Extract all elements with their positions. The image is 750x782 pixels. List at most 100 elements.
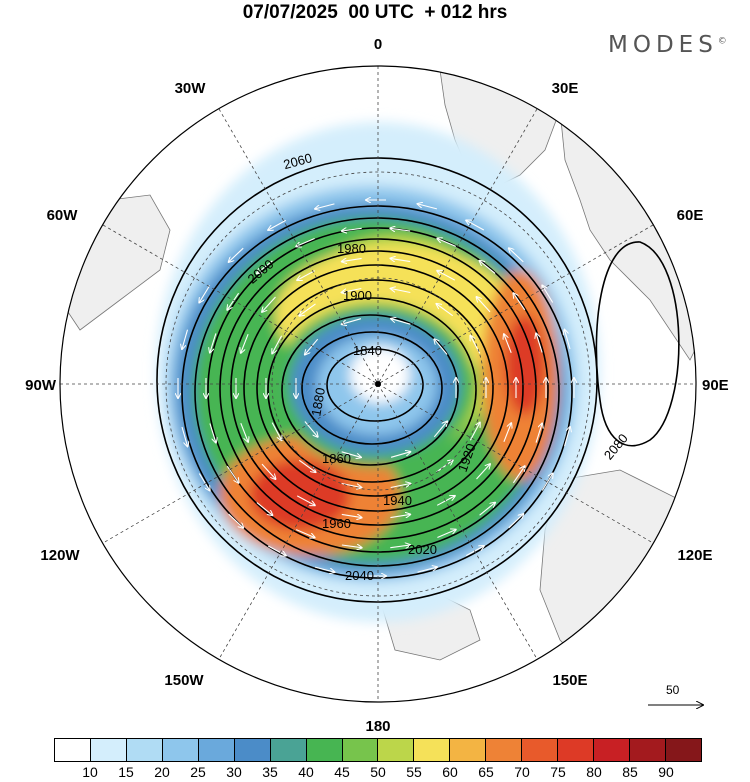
wind-arrow (513, 293, 526, 311)
colorbar-cell (306, 739, 343, 761)
contour-label-2020: 2020 (408, 542, 437, 557)
colorbar-cell (630, 739, 666, 761)
wind-arrow (436, 460, 453, 473)
colorbar (54, 738, 702, 762)
contour-1920 (256, 279, 494, 497)
meridian-60w-120e (102, 224, 654, 544)
brand-logo: MODES© (608, 32, 727, 58)
lon-label-60w: 60W (47, 207, 79, 224)
contour-1880 (281, 314, 459, 466)
wind-arrow (341, 514, 362, 517)
wind-arrow (436, 496, 455, 506)
contour-2080 (595, 241, 680, 447)
colorbar-label: 25 (190, 764, 206, 780)
colorbar-cell (665, 739, 701, 761)
contour-label-1840: 1840 (353, 343, 382, 358)
contour-1960 (230, 250, 524, 526)
wind-arrow (198, 473, 209, 491)
contour-label-1900: 1900 (343, 288, 372, 303)
wind-arrow (261, 463, 276, 479)
wind-arrow (479, 503, 496, 516)
colorbar-cell (90, 739, 127, 761)
wind-arrow (315, 203, 335, 209)
colorbar-cell (486, 739, 523, 761)
wind-arrow (342, 287, 362, 293)
contour-1940 (243, 264, 509, 512)
wind-arrow (466, 220, 485, 231)
contour-label-1880: 1880 (308, 386, 328, 417)
wind-arrow (341, 545, 362, 548)
wind-arrow (418, 204, 438, 210)
wind-arrow (390, 514, 410, 517)
colorbar-cell (234, 739, 271, 761)
wind-arrow (228, 513, 244, 528)
colorbar-cell (198, 739, 235, 761)
lon-label-30w: 30W (175, 80, 207, 97)
wind-arrow (271, 422, 281, 441)
colorbar-cell (558, 739, 595, 761)
colorbar-cell (162, 739, 199, 761)
colorbar-cell (450, 739, 487, 761)
colorbar-label: 30 (226, 764, 242, 780)
colorbar-cell (126, 739, 163, 761)
wind-arrow (304, 421, 318, 437)
colorbar-cell (378, 739, 415, 761)
contour-label-2060: 2060 (282, 150, 314, 172)
wind-arrow (437, 239, 457, 247)
colorbar-label: 90 (658, 764, 674, 780)
reference-vector-label: 50 (666, 683, 680, 697)
wind-arrow (297, 270, 316, 280)
wind-arrow (476, 464, 491, 480)
colorbar-label: 55 (406, 764, 422, 780)
wind-arrow (268, 219, 287, 230)
contour-label-1960: 1960 (322, 516, 351, 531)
lon-label-150w: 150W (164, 672, 204, 689)
colorbar-label: 80 (586, 764, 602, 780)
contour-1900 (267, 297, 477, 483)
contour-label-1980: 1980 (337, 241, 366, 256)
colorbar-cell (55, 739, 91, 761)
wind-arrow (390, 545, 410, 548)
wind-arrows (178, 200, 574, 576)
wind-arrow (240, 422, 248, 442)
colorbar-label: 50 (370, 764, 386, 780)
meridian-30e-150w (218, 108, 538, 660)
contour-2020 (194, 217, 560, 567)
wind-arrow (209, 423, 216, 443)
wind-arrow (199, 285, 211, 303)
colorbar-label: 20 (154, 764, 170, 780)
lon-label-90e: 90E (702, 377, 729, 394)
wind-arrow (437, 530, 455, 539)
wind-arrow (390, 228, 411, 231)
brand-name: MODES (608, 32, 718, 58)
wind-arrow (296, 495, 315, 505)
wind-arrow (256, 502, 273, 516)
brand-mark: © (717, 36, 727, 47)
wind-arrow (509, 248, 524, 263)
wind-arrow (298, 459, 315, 472)
wind-arrow (342, 228, 362, 231)
wind-arrow (342, 258, 362, 261)
lon-label-150e: 150E (552, 672, 587, 689)
lon-label-60e: 60E (677, 207, 704, 224)
wind-arrow (182, 329, 189, 349)
wind-arrow (437, 304, 454, 317)
wind-arrow (390, 452, 410, 458)
wind-arrow (541, 474, 552, 491)
wind-arrow (226, 465, 238, 483)
wind-arrow (417, 567, 437, 573)
contour-1860 (301, 331, 443, 445)
wind-arrow (437, 271, 456, 281)
colorbar-label: 60 (442, 764, 458, 780)
colorbar-label: 15 (118, 764, 134, 780)
wind-arrow (272, 335, 283, 354)
wind-arrow (314, 566, 334, 572)
longitude-label-group: 0 30E 60E 90E 120E 150E 180 150W 120W 90… (25, 36, 729, 735)
north-pole-marker (375, 381, 381, 387)
lon-label-30e: 30E (552, 80, 579, 97)
colorbar-cell (414, 739, 451, 761)
map-boundary (59, 65, 697, 703)
wind-arrow (433, 422, 447, 438)
wind-arrow (262, 296, 276, 312)
wind-arrow (469, 423, 479, 441)
